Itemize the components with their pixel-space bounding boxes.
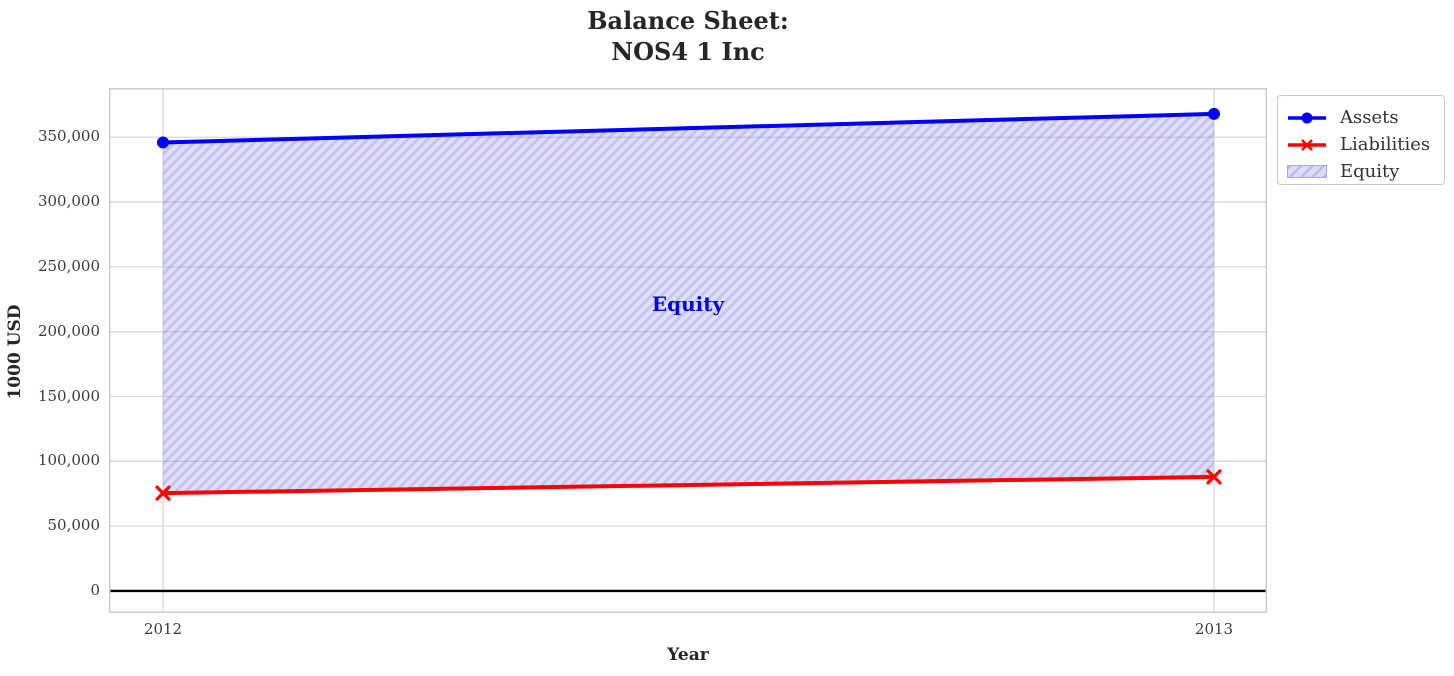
chart-title: Balance Sheet: NOS4 1 Inc	[0, 5, 1376, 67]
plot-area	[109, 88, 1267, 613]
x-tick-label: 2013	[1194, 620, 1234, 638]
plot-canvas	[109, 88, 1267, 613]
legend-label-liabilities: Liabilities	[1340, 134, 1431, 155]
x-axis-label: Year	[667, 645, 709, 665]
y-axis-label: 1000 USD	[5, 304, 25, 400]
legend-item-liabilities[interactable]: Liabilities	[1287, 131, 1444, 158]
legend: Assets Liabilities Equity	[1277, 95, 1445, 185]
legend-label-equity: Equity	[1340, 161, 1400, 182]
legend-item-equity[interactable]: Equity	[1287, 158, 1444, 185]
y-tick-label: 150,000	[37, 386, 100, 405]
chart-title-line2: NOS4 1 Inc	[611, 37, 765, 66]
y-tick-label: 50,000	[47, 516, 101, 535]
y-tick-label: 350,000	[37, 127, 100, 146]
assets-line-icon	[1287, 110, 1327, 126]
y-tick-label: 100,000	[37, 451, 100, 470]
y-tick-label: 0	[90, 580, 100, 599]
x-tick-label: 2012	[143, 620, 183, 638]
legend-label-assets: Assets	[1340, 107, 1399, 128]
equity-area-annotation: Equity	[651, 292, 725, 316]
y-tick-label: 200,000	[37, 321, 100, 340]
liabilities-line-icon	[1287, 137, 1327, 153]
equity-hatch-icon	[1287, 164, 1327, 180]
legend-item-assets[interactable]: Assets	[1287, 104, 1444, 131]
y-tick-label: 300,000	[37, 192, 100, 211]
chart-title-line1: Balance Sheet:	[587, 6, 789, 35]
y-tick-label: 250,000	[37, 256, 100, 275]
